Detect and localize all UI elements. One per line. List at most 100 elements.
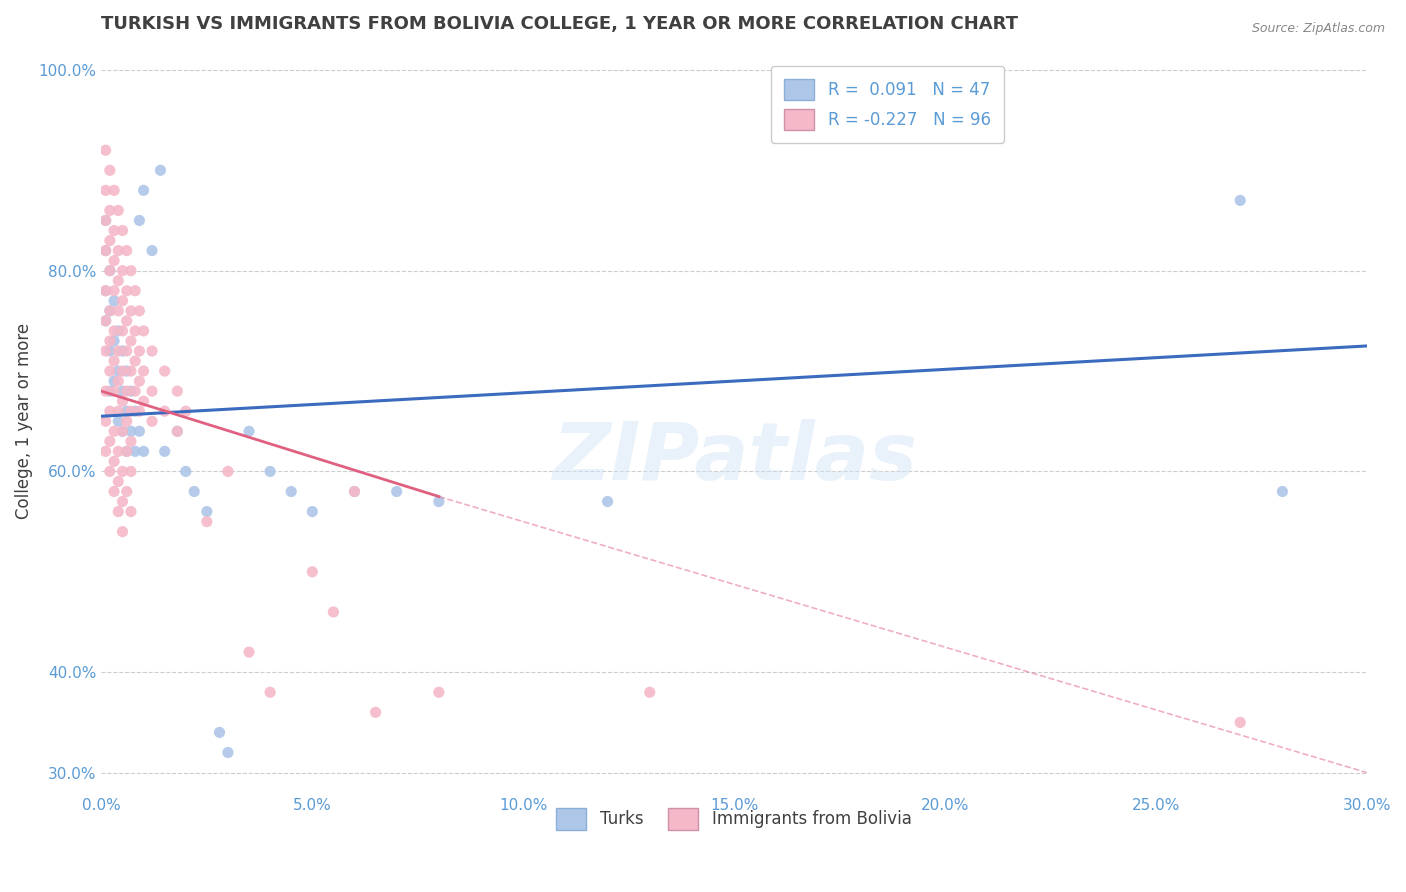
Point xyxy=(98,163,121,178)
Point xyxy=(128,303,150,318)
Point xyxy=(124,324,146,338)
Point xyxy=(98,234,121,248)
Point xyxy=(141,343,163,358)
Point xyxy=(107,303,129,318)
Point xyxy=(111,293,134,308)
Point xyxy=(111,425,134,439)
Point xyxy=(98,303,121,318)
Point xyxy=(111,494,134,508)
Point xyxy=(174,465,197,479)
Point xyxy=(115,364,138,378)
Point xyxy=(427,494,450,508)
Point xyxy=(111,384,134,398)
Point xyxy=(98,434,121,449)
Point xyxy=(343,484,366,499)
Point xyxy=(120,334,142,348)
Point xyxy=(98,303,121,318)
Point xyxy=(128,374,150,388)
Point xyxy=(166,425,188,439)
Point xyxy=(98,384,121,398)
Point xyxy=(111,465,134,479)
Point xyxy=(115,284,138,298)
Point xyxy=(111,343,134,358)
Point xyxy=(128,343,150,358)
Point xyxy=(115,343,138,358)
Point xyxy=(103,334,125,348)
Point xyxy=(98,263,121,277)
Point xyxy=(1271,484,1294,499)
Point xyxy=(107,364,129,378)
Point xyxy=(107,404,129,418)
Point xyxy=(107,203,129,218)
Point xyxy=(94,384,117,398)
Point xyxy=(103,384,125,398)
Point xyxy=(115,314,138,328)
Point xyxy=(94,183,117,197)
Point xyxy=(128,404,150,418)
Point xyxy=(111,223,134,237)
Point xyxy=(107,475,129,489)
Point xyxy=(111,324,134,338)
Point xyxy=(217,465,239,479)
Point xyxy=(115,404,138,418)
Point xyxy=(166,425,188,439)
Point xyxy=(259,685,281,699)
Point xyxy=(103,454,125,468)
Point xyxy=(103,324,125,338)
Point xyxy=(115,444,138,458)
Point xyxy=(149,163,172,178)
Point xyxy=(166,384,188,398)
Point xyxy=(124,384,146,398)
Point xyxy=(107,414,129,428)
Point xyxy=(111,524,134,539)
Point xyxy=(115,444,138,458)
Point xyxy=(120,263,142,277)
Point xyxy=(195,515,218,529)
Point xyxy=(107,244,129,258)
Point xyxy=(301,505,323,519)
Y-axis label: College, 1 year or more: College, 1 year or more xyxy=(15,323,32,519)
Point xyxy=(94,343,117,358)
Point xyxy=(120,434,142,449)
Point xyxy=(153,444,176,458)
Point xyxy=(94,444,117,458)
Point xyxy=(103,223,125,237)
Point xyxy=(238,645,260,659)
Point xyxy=(217,746,239,760)
Point xyxy=(141,384,163,398)
Point xyxy=(120,505,142,519)
Point xyxy=(280,484,302,499)
Point xyxy=(183,484,205,499)
Point xyxy=(94,284,117,298)
Point xyxy=(107,505,129,519)
Point xyxy=(385,484,408,499)
Point xyxy=(343,484,366,499)
Point xyxy=(98,465,121,479)
Point xyxy=(322,605,344,619)
Point xyxy=(94,314,117,328)
Point xyxy=(103,425,125,439)
Point xyxy=(94,213,117,227)
Point xyxy=(141,414,163,428)
Point xyxy=(94,414,117,428)
Point xyxy=(128,425,150,439)
Point xyxy=(1229,194,1251,208)
Point xyxy=(115,384,138,398)
Point xyxy=(128,213,150,227)
Point xyxy=(107,274,129,288)
Text: Source: ZipAtlas.com: Source: ZipAtlas.com xyxy=(1251,22,1385,36)
Point xyxy=(103,354,125,368)
Point xyxy=(115,244,138,258)
Point xyxy=(98,404,121,418)
Point xyxy=(115,484,138,499)
Point xyxy=(103,484,125,499)
Point xyxy=(238,425,260,439)
Point xyxy=(103,253,125,268)
Point xyxy=(98,343,121,358)
Point xyxy=(94,244,117,258)
Point xyxy=(132,394,155,409)
Point xyxy=(120,384,142,398)
Point xyxy=(120,425,142,439)
Point xyxy=(120,465,142,479)
Point xyxy=(120,364,142,378)
